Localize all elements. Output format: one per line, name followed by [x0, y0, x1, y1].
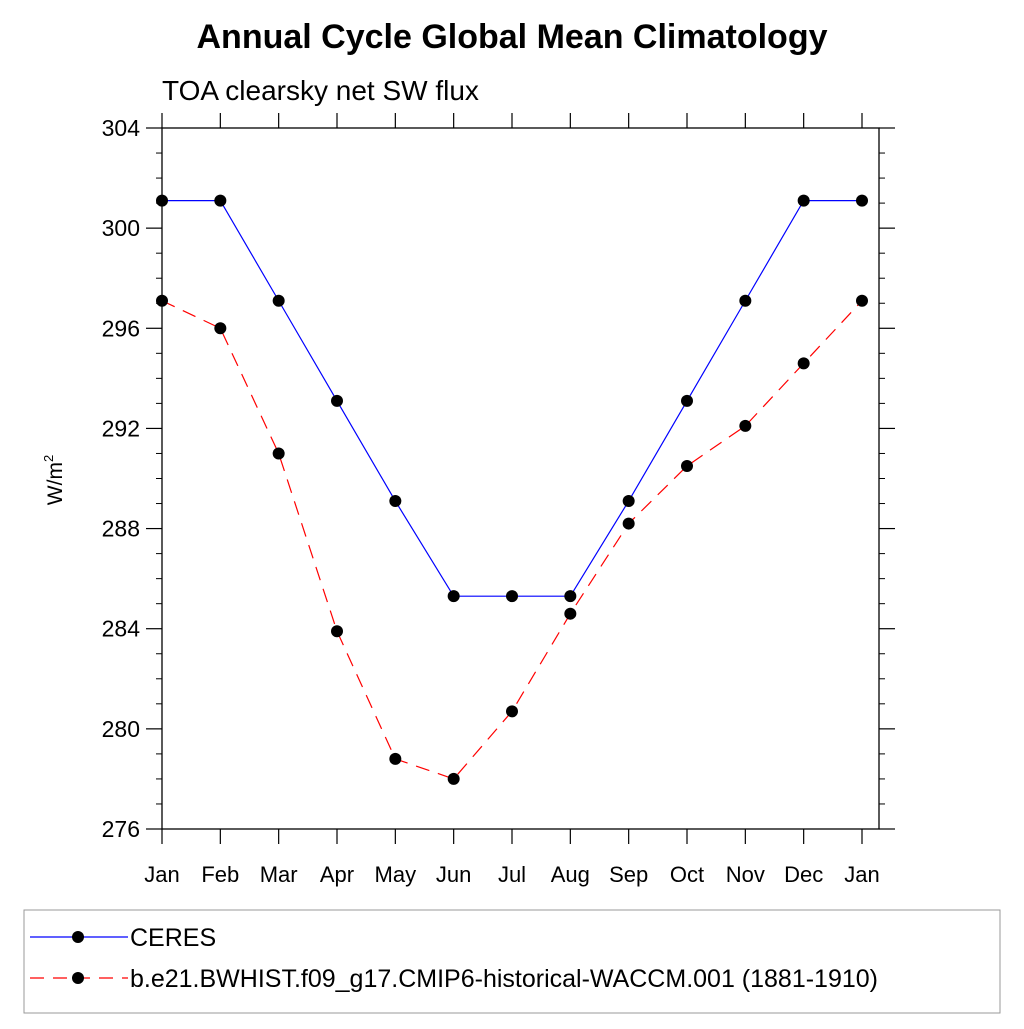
y-tick-label: 296 [102, 315, 140, 341]
legend-box [23, 909, 1001, 1014]
data-point [331, 625, 343, 638]
data-point [739, 419, 752, 432]
data-point [506, 705, 518, 718]
legend-marker-1 [72, 972, 84, 984]
legend-label-1: b.e21.BWHIST.f09_g17.CMIP6-historical-WA… [130, 965, 878, 993]
y-axis-label-superscript: 2 [41, 455, 56, 462]
data-point [272, 294, 285, 307]
data-point [447, 772, 460, 785]
data-point [564, 590, 577, 603]
x-tick-label: May [375, 862, 417, 887]
x-tick-label: Jan [844, 862, 879, 887]
data-point [214, 322, 227, 335]
data-point [447, 590, 460, 603]
series-1 [156, 294, 868, 785]
legend: CERES b.e21.BWHIST.f09_g17.CMIP6-historic… [30, 924, 878, 993]
y-tick-label: 304 [102, 115, 141, 141]
y-tick-label: 288 [102, 516, 140, 542]
x-tick-label: Oct [670, 862, 704, 887]
data-point [856, 294, 868, 307]
x-tick-label: Apr [320, 862, 354, 887]
data-point [797, 194, 810, 207]
y-tick-label: 284 [102, 616, 141, 642]
x-tick-label: Jun [436, 862, 471, 887]
data-point [506, 590, 518, 603]
legend-marker-0 [72, 931, 84, 943]
chart-subtitle: TOA clearsky net SW flux [162, 75, 479, 106]
y-tick-label: 280 [102, 716, 140, 742]
data-point [739, 294, 752, 307]
data-point [564, 607, 577, 620]
axes: 276 280 284 288 292 296 300 304 Jan Feb Mar Apr May J… [102, 113, 895, 887]
data-point [156, 294, 168, 307]
data-point [389, 495, 402, 508]
plot-frame [161, 127, 880, 830]
data-point [856, 194, 868, 207]
chart-title: Annual Cycle Global Mean Climatology [197, 18, 828, 56]
data-point [214, 194, 227, 207]
x-tick-label: Jul [498, 862, 526, 887]
y-tick-label: 300 [102, 215, 140, 241]
x-tick-label: Sep [609, 862, 648, 887]
data-point [681, 394, 693, 407]
data-point [797, 357, 810, 370]
series-line-0 [162, 200, 862, 597]
data-point [389, 752, 402, 765]
data-point [622, 495, 635, 508]
x-tick-label: Jan [144, 862, 179, 887]
y-axis-label-text: W/m [44, 462, 67, 505]
svg-text:W/m2: W/m2 [41, 455, 67, 505]
series-layer [156, 194, 868, 785]
legend-label-0: CERES [130, 924, 216, 952]
y-tick-label: 276 [102, 816, 140, 842]
x-tick-label: Nov [726, 862, 765, 887]
data-point [622, 517, 635, 530]
x-tick-label: Aug [551, 862, 590, 887]
y-tick-label: 292 [102, 415, 140, 441]
y-axis-label: W/m2 [41, 455, 67, 505]
data-point [331, 394, 343, 407]
series-0 [156, 194, 868, 603]
data-point [156, 194, 168, 207]
x-tick-label: Feb [201, 862, 239, 887]
x-tick-label: Dec [784, 862, 823, 887]
data-point [681, 459, 693, 472]
x-tick-label: Mar [260, 862, 298, 887]
data-point [272, 447, 285, 460]
